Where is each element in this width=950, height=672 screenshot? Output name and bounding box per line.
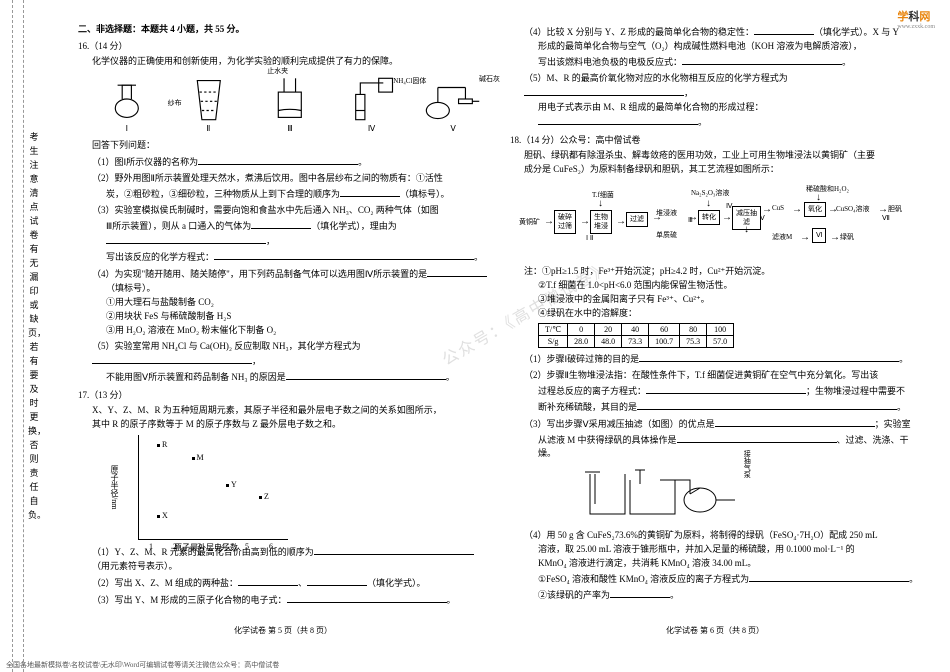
q17-num: 17.（13 分） <box>78 388 488 401</box>
q18-note-a: 注：①pH≥1.5 时，Fe³⁺开始沉淀；pH≥4.2 时，Cu²⁺开始沉淀。 <box>524 264 920 278</box>
q16-num: 16.（14 分） <box>78 39 488 52</box>
q18-note-d: ④绿矾在水中的溶解度： <box>538 307 920 320</box>
footer-right: 化学试卷 第 6 页（共 8 页） <box>510 625 920 636</box>
scatter-xlabel: 原子最外层电子数 <box>174 542 238 553</box>
page-5: 二、非选择题：本题共 4 小题，共 55 分。 16.（14 分） 化学仪器的正… <box>78 22 488 642</box>
table-header-row: T/℃ 0 20 40 60 80 100 <box>539 324 734 336</box>
q17-4b: 形成的最简单化合物与空气（O₂）构成碱性燃料电池（KOH 溶液为电解质溶液）， <box>538 40 920 53</box>
q16-4-opt2: ②用块状 FeS 与稀硫酸制备 H₂S <box>106 310 488 323</box>
q18-4a: （4）用 50 g 含 CuFeS₂73.6%的黄铜矿为原料，将制得的绿矾（Fe… <box>524 528 920 542</box>
page-6: （4）比较 X 分别与 Y、Z 形成的最简单化合物的稳定性：（填化学式）。X 与… <box>510 22 920 642</box>
footer-left: 化学试卷 第 5 页（共 8 页） <box>78 625 488 636</box>
q18-intro-b: 成分是 CuFeS₂）为原料制备绿矾和胆矾，其工艺流程如图所示： <box>524 162 920 176</box>
diagram-5: 碱石灰 Ⅴ <box>418 76 488 134</box>
q18-note-b: ②T.f 细菌在 1.0<pH<6.0 范围内能保留生物活性。 <box>538 279 920 292</box>
q16-4a2: （填标号）。 <box>106 282 488 295</box>
q16-4-opt1: ①用大理石与盐酸制备 CO₂ <box>106 296 488 309</box>
q18-1: （1）步骤Ⅰ破碎过筛的目的是。 <box>524 351 920 366</box>
scatter-ylabel: 原子半径/nm <box>109 465 120 509</box>
margin-marks <box>4 0 24 672</box>
q16-5a: （5）实验室常用 NH₄Cl 与 Ca(OH)₂ 反应制取 NH₃，其化学方程式… <box>92 339 488 368</box>
answer-prompt: 回答下列问题： <box>92 138 488 152</box>
q18-4b: 溶液，取 25.00 mL 溶液于锥形瓶中，并加入足量的稀硫酸，用 0.1000… <box>538 543 920 556</box>
q18-2b: 过程总反应的离子方程式：；生物堆浸过程中需要不 <box>538 383 920 398</box>
q18-4-2: ②该绿矾的产率为。 <box>538 587 920 602</box>
q17-5a: （5）M、R 的最高价氧化物对应的水化物相互反应的化学方程式为， <box>524 71 920 100</box>
diagram-1: Ⅰ <box>92 76 162 134</box>
q18-intro-a: 胆矾、绿矾都有除湿杀虫、解毒敛疮的医用功效，工业上可用生物堆浸法以黄铜矿（主要 <box>524 148 920 162</box>
scatter-plot: 原子半径/nm 原子最外层电子数 RXMYZ123456 <box>138 435 288 540</box>
q17-4a: （4）比较 X 分别与 Y、Z 形成的最简单化合物的稳定性：（填化学式）。X 与… <box>524 24 920 39</box>
solubility-table: T/℃ 0 20 40 60 80 100 S/g 28.0 48.0 73.3… <box>538 323 734 348</box>
flowchart: 黄铜矿 → 破碎 过筛 → T.f细菌 ↓ 生物 堆浸 Ⅰ Ⅱ → 过滤 堆浸液… <box>516 182 920 260</box>
sidebar-instruction: 考生注意清点试卷有无漏印或缺页，若有要及时更换，否则责任自负。 <box>28 130 40 522</box>
q18-3a: （3）写出步骤Ⅴ采用减压抽滤（如图）的优点是；实验室 <box>524 416 920 431</box>
bottom-note: 全国各地最新模拟卷\名校试卷\无水印\Word可编辑试卷等请关注微信公众号：高中… <box>6 660 279 670</box>
q17-3: （3）写出 Y、M 形成的三原子化合物的电子式：。 <box>92 592 488 607</box>
section-title: 二、非选择题：本题共 4 小题，共 55 分。 <box>78 22 488 35</box>
q18-2a: （2）步骤Ⅱ生物堆浸法指：在酸性条件下，T.f 细菌促进黄铜矿在空气中充分氧化。… <box>524 368 920 382</box>
q18-3b: 从滤液 M 中获得绿矾的具体操作是、过滤、洗涤、干燥。 <box>538 432 920 460</box>
q16-3b: Ⅲ所示装置），则从 a 口通入的气体为（填化学式），理由为， <box>106 218 488 248</box>
q18-2c: 断补充稀硫酸，其目的是。 <box>538 399 920 414</box>
q17-intro-a: X、Y、Z、M、R 为五种短周期元素，其原子半径和最外层电子数之间的关系如图所示… <box>92 403 488 417</box>
q17-5b: 用电子式表示由 M、R 组成的最简单化合物的形成过程：。 <box>538 101 920 129</box>
q16-intro: 化学仪器的正确使用和创新使用，为化学实验的顺利完成提供了有力的保障。 <box>92 54 488 68</box>
q16-1: （1）图Ⅰ所示仪器的名称为。 <box>92 154 488 169</box>
diagram-4: NH₄Cl固体 Ⅳ <box>337 76 407 134</box>
q16-3a: （3）实验室模拟侯氏制碱时，需要向饱和食盐水中先后通入 NH₃、CO₂ 两种气体… <box>92 203 488 217</box>
q17-2: （2）写出 X、Z、M 组成的两种盐：、（填化学式）。 <box>92 575 488 590</box>
q18-4-1: ①FeSO₄ 溶液和酸性 KMnO₄ 溶液反应的离子方程式为。 <box>538 571 920 586</box>
q16-5b: 不能用图Ⅴ所示装置和药品制备 NH₃ 的原因是。 <box>106 369 488 384</box>
table-data-row: S/g 28.0 48.0 73.3 100.7 75.3 57.0 <box>539 336 734 348</box>
diagram-2: 纱布 Ⅱ <box>174 76 244 134</box>
q17-intro-b: 其中 R 的原子序数等于 M 的原子序数与 Z 最外层电子数之和。 <box>92 417 488 431</box>
q16-diagrams: Ⅰ 纱布 Ⅱ 止水夹 Ⅲ NH₄Cl固体 Ⅳ 碱石灰 Ⅴ <box>92 74 488 134</box>
q16-3c: 写出该反应的化学方程式：。 <box>106 249 488 264</box>
apparatus-label: 接抽气泵 <box>742 450 752 478</box>
diagram-3: 止水夹 Ⅲ <box>255 76 325 134</box>
q18-note-c: ③堆浸液中的金属阳离子只有 Fe³⁺、Cu²⁺。 <box>538 293 920 306</box>
q16-4a: （4）为实现"随开随用、随关随停"，用下列药品制备气体可以选用图Ⅳ所示装置的是 <box>92 266 488 281</box>
q16-2a: （2）野外用图Ⅱ所示装置处理天然水，煮沸后饮用。图中各层纱布之间的物质有：①活性 <box>92 171 488 185</box>
filtration-apparatus: 接抽气泵 <box>570 464 920 526</box>
q18-num: 18.（14 分）公众号：高中僧试卷 <box>510 133 920 146</box>
q16-4-opt3: ③用 H₂O₂ 溶液在 MnO₂ 粉末催化下制备 O₂ <box>106 324 488 337</box>
q16-2b: 炭，②粗砂粒，③细砂粒，三种物质从上到下合理的顺序为（填标号）。 <box>106 186 488 201</box>
q17-4c: 写出该燃料电池负极的电极反应式：。 <box>538 54 920 69</box>
q18-4c: KMnO₄ 溶液进行滴定，共消耗 KMnO₄ 溶液 34.00 mL。 <box>538 557 920 570</box>
